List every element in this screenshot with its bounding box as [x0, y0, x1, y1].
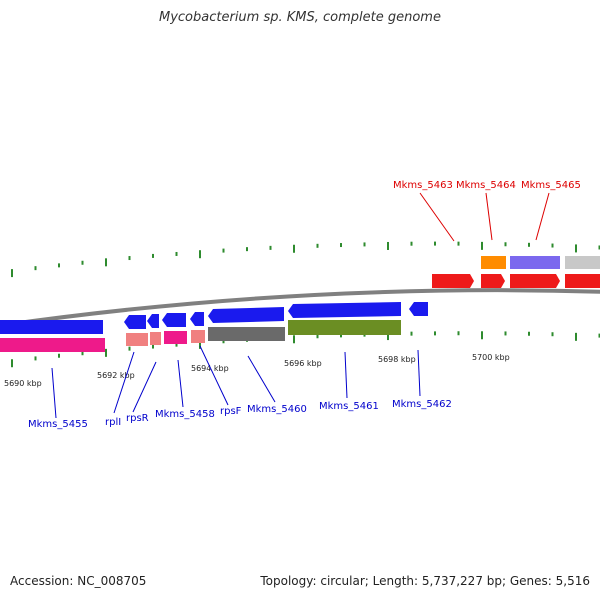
gene-arrow-mkms5464 — [481, 274, 505, 288]
leader-mkms5458 — [177, 359, 184, 408]
gene-label-mkms5458: Mkms_5458 — [155, 409, 215, 420]
gene-label-mkms5462: Mkms_5462 — [392, 399, 452, 410]
axis-label-5694: 5694 kbp — [191, 364, 229, 373]
gene-arrow-mkms5458 — [162, 313, 186, 327]
feature-orange-upper — [481, 256, 506, 269]
gene-arrow-mkms5462 — [409, 302, 428, 316]
genome-stats-text: Topology: circular; Length: 5,737,227 bp… — [260, 574, 590, 588]
axis-label-5692: 5692 kbp — [97, 371, 135, 380]
map-title: Mycobacterium sp. KMS, complete genome — [159, 10, 441, 25]
leader-mkms5461 — [344, 351, 348, 399]
gene-label-mkms5461: Mkms_5461 — [319, 401, 379, 412]
gene-label-rpsr: rpsR — [126, 413, 149, 424]
gene-arrow-mkms5465 — [510, 274, 560, 288]
feature-salmon-lower-2 — [150, 332, 161, 345]
gene-arrow-mkms5455 — [0, 320, 103, 334]
feature-salmon-lower-1 — [126, 333, 148, 346]
axis-label-5698: 5698 kbp — [378, 355, 416, 364]
leader-mkms5455 — [51, 367, 57, 419]
gene-label-mkms5455: Mkms_5455 — [28, 419, 88, 430]
gene-arrow-mkms5460 — [208, 307, 284, 323]
genome-backbone — [0, 288, 600, 328]
gene-label-rpsf: rpsF — [220, 406, 242, 417]
axis-label-5700: 5700 kbp — [472, 353, 510, 362]
axis-label-5696: 5696 kbp — [284, 359, 322, 368]
gene-arrow-extra — [565, 274, 600, 288]
leader-rpsr — [132, 361, 157, 413]
gene-label-mkms5465: Mkms_5465 — [521, 180, 581, 191]
feature-darkgray-lower — [208, 327, 285, 341]
axis-label-5690: 5690 kbp — [4, 379, 42, 388]
gene-label-mkms5463: Mkms_5463 — [393, 180, 453, 191]
leader-mkms5464 — [485, 192, 493, 241]
feature-magenta-lower-2 — [164, 331, 187, 344]
gene-arrow-rpli — [124, 315, 146, 329]
leader-mkms5463 — [419, 192, 455, 242]
accession-text: Accession: NC_008705 — [10, 574, 147, 588]
gene-arrow-rpsr — [147, 314, 159, 328]
upper-ticks — [11, 241, 600, 278]
gene-label-mkms5460: Mkms_5460 — [247, 404, 307, 415]
leader-mkms5465 — [535, 192, 550, 241]
gene-arrow-mkms5461 — [288, 302, 401, 318]
feature-lightgray-upper — [565, 256, 600, 269]
gene-label-mkms5464: Mkms_5464 — [456, 180, 516, 191]
feature-salmon-lower-3 — [191, 330, 205, 343]
gene-arrow-rpsf — [190, 312, 204, 326]
leader-mkms5462 — [417, 349, 421, 397]
feature-lavender-upper — [510, 256, 560, 269]
leader-rpli — [113, 351, 135, 414]
leader-mkms5460 — [247, 355, 276, 403]
leader-rpsf — [199, 345, 229, 406]
gene-label-rpli: rplI — [105, 417, 121, 428]
gene-arrow-mkms5463 — [432, 274, 474, 288]
feature-olive-lower — [288, 320, 401, 335]
feature-magenta-lower-1 — [0, 338, 105, 352]
